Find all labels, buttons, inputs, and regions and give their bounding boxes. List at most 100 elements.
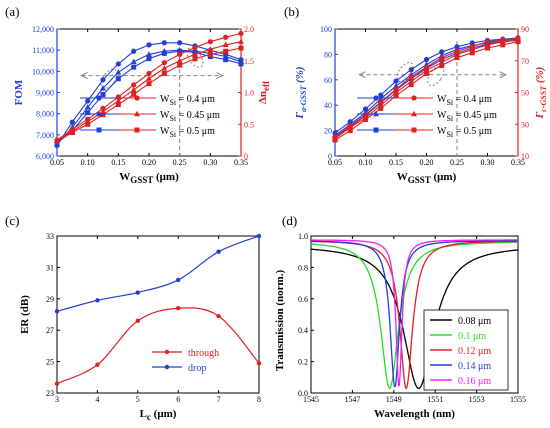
panel-b-data-point: [332, 137, 338, 143]
panel-a-data-point: [131, 82, 137, 88]
panel-d: (d) 1545 1547 1549 1551 1553 1555 0.0 0.2 0.4 0.6 0…: [274, 213, 526, 420]
panel-d-x-tick-label: 1553: [469, 395, 485, 404]
panel-a-data-point: [207, 46, 214, 52]
panel-b-data-point: [469, 50, 475, 56]
panel-a-data-point: [130, 58, 137, 65]
panel-a-legend-entry: WSi = 0.45 μm: [160, 110, 220, 123]
panel-c-series-line: [56, 235, 260, 312]
panel-c-x-axis-title: Lc (μm): [140, 408, 177, 422]
panel-a-data-point: [100, 85, 106, 91]
panel-a-data-point: [238, 30, 244, 37]
panel-a-data-point: [207, 39, 213, 45]
panel-a-x-axis-title: WGSST (μm): [119, 171, 179, 185]
panel-a-data-point: [84, 104, 91, 110]
panel-d-x-tick-label: 1551: [427, 395, 443, 404]
panel-b-x-tick-label: 0.10: [359, 158, 373, 167]
panel-d-x-tick-label: 1549: [386, 395, 402, 404]
panel-c-data-point: [216, 313, 221, 319]
panel-d-x-tick-label: 1545: [303, 395, 319, 404]
panel-d-y-tick-label: 0.8: [298, 263, 308, 272]
panel-d-x-tick-label: 1555: [510, 395, 526, 404]
panel-b-data-point: [363, 116, 368, 122]
panel-a-data-point: [161, 65, 168, 71]
panel-a-data-point: [177, 48, 183, 54]
panel-a-data-point: [176, 57, 183, 63]
panel-c-x-tick-label: 5: [136, 395, 140, 404]
panel-c-data-point: [95, 298, 100, 303]
panel-c-y-tick-label: 31: [46, 263, 54, 272]
panel-c-data-point: [176, 277, 181, 283]
panel-c-data-point: [54, 381, 60, 386]
panel-a-data-point: [85, 121, 91, 127]
panel-a-data-point: [100, 77, 106, 83]
panel-c-legend-label: through: [188, 348, 219, 359]
panel-d-series-line: [311, 240, 518, 388]
panel-b-label: (b): [284, 4, 299, 19]
panel-a-data-point: [146, 42, 152, 48]
panel-a-y2-axis-title: Δneff: [257, 80, 271, 104]
panel-a-x-tick-label: 0.15: [111, 158, 125, 167]
panel-b-legend-entry: WSi = 0.45 μm: [437, 110, 497, 123]
panel-b-y-tick-label: 80: [324, 50, 332, 59]
panel-a-data-point: [177, 62, 183, 68]
panel-a-label: (a): [5, 4, 19, 19]
panel-a-data-point: [223, 48, 229, 54]
panel-c-y-tick-label: 33: [46, 232, 54, 241]
panel-a-data-point: [146, 75, 152, 81]
panel-a-data-point: [115, 76, 121, 82]
panel-a-data-point: [54, 138, 60, 144]
panel-a-x-tick-label: 0.35: [234, 158, 248, 167]
panel-c-y-tick-label: 27: [46, 326, 54, 335]
panel-a-data-point: [69, 119, 75, 125]
panel-a-data-point: [177, 40, 183, 46]
panel-b-x-tick-label: 0.30: [481, 158, 495, 167]
panel-b-data-point: [408, 74, 414, 80]
panel-b-y-tick-label: 100: [320, 25, 332, 34]
panel-a-data-point: [161, 70, 167, 76]
panel-b-y2-tick-label: 90: [521, 25, 529, 34]
panel-d-y-tick-label: 0.6: [298, 295, 308, 304]
panel-b-y2-tick-label: 70: [521, 57, 529, 66]
panel-b-legend-entry: WSi = 0.5 μm: [437, 126, 492, 139]
panel-a-y-axis-title: FOM: [13, 79, 25, 105]
panel-a-data-point: [146, 70, 152, 77]
panel-b-data-point: [393, 93, 399, 99]
panel-b-data-point: [393, 78, 399, 84]
panel-b: (b) 0.05 0.10 0.15 0.20 0.25 0.30 0.35 0 20 40 60 80…: [284, 4, 548, 185]
panel-b-legend-marker-red: [411, 127, 417, 133]
panel-d-y-tick-label: 0.4: [298, 326, 308, 335]
panel-a-data-point: [161, 40, 167, 46]
panel-a-data-point: [130, 86, 137, 93]
panel-d-legend-label: 0.12 μm: [458, 346, 491, 357]
panel-d-y-tick-label: 0.0: [298, 389, 308, 398]
panel-b-legend-marker-blue: [373, 95, 379, 101]
panel-b-data-point: [515, 39, 521, 45]
panel-d-series-line: [310, 248, 519, 390]
panel-a-legend-entry: WSi = 0.5 μm: [160, 126, 215, 139]
panel-a-data-point: [69, 130, 75, 136]
panel-a-data-point: [192, 56, 198, 62]
panel-b-y-axis-title: Γa-GSST (%): [294, 66, 308, 119]
panel-a-y2-tick-label: 0.5: [244, 120, 254, 129]
panel-b-data-point: [439, 63, 445, 69]
panel-a-legend-entry: WSi = 0.4 μm: [160, 94, 215, 107]
panel-b-series-line: [334, 39, 519, 139]
panel-b-legend-entry: WSi = 0.4 μm: [437, 94, 492, 107]
panel-a-data-point: [177, 51, 183, 58]
panel-c-data-point: [216, 249, 221, 254]
panel-b-data-point: [408, 82, 414, 88]
panel-d-y-axis-title: Transmission (norm.): [274, 270, 286, 372]
panel-b-data-point: [423, 56, 430, 63]
panel-a-legend-marker-red: [134, 127, 140, 133]
panel-b-x-tick-label: 0.20: [420, 158, 434, 167]
panel-b-y2-tick-label: 10: [521, 152, 529, 161]
panel-a-y-tick-label: 6,000: [36, 152, 54, 161]
panel-a-data-point: [115, 102, 121, 108]
panel-a-data-point: [131, 48, 137, 54]
panel-a-data-point: [192, 51, 198, 57]
panel-c-data-point: [135, 290, 140, 295]
panel-b-data-point: [424, 70, 429, 76]
panel-c-y-axis-title: ER (dB): [19, 295, 31, 334]
panel-d-legend-label: 0.1 μm: [458, 331, 486, 342]
panel-c-y-tick-label: 29: [46, 295, 54, 304]
